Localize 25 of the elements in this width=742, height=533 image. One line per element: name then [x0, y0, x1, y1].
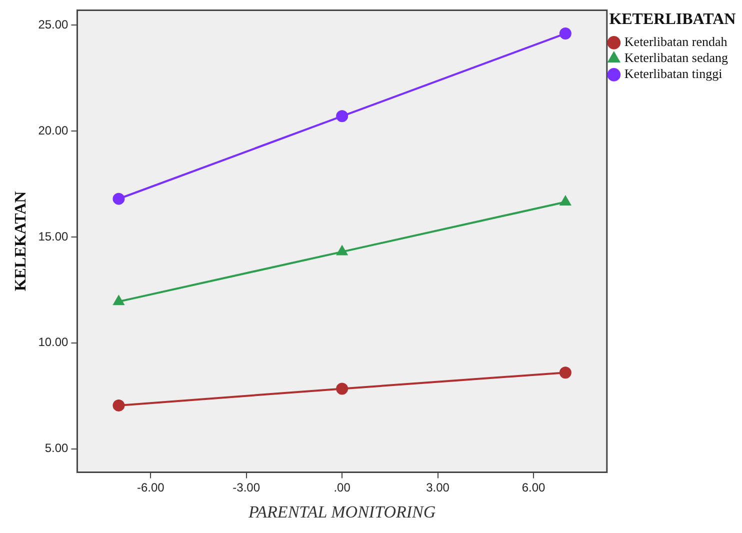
point — [560, 196, 571, 206]
x-axis-title: PARENTAL MONITORING — [247, 502, 436, 522]
point — [336, 382, 348, 395]
y-tick-label: 15.00 — [38, 229, 69, 244]
y-tick-label: 5.00 — [44, 441, 69, 456]
y-tick-label: 25.00 — [38, 17, 69, 32]
legend-label: Keterlibatan rendah — [624, 34, 728, 50]
point — [559, 366, 572, 379]
point — [112, 192, 125, 205]
point — [336, 246, 348, 256]
legend-label: Keterlibatan tinggi — [624, 66, 723, 82]
y-axis-title: KELEKATAN — [12, 190, 30, 292]
point — [559, 28, 572, 40]
x-tick-label: -6.00 — [136, 480, 165, 495]
legend-title: KETERLIBATAN — [609, 11, 736, 28]
point — [336, 110, 348, 122]
y-tick-label: 20.00 — [38, 123, 69, 138]
legend-label: Keterlibatan sedang — [624, 50, 728, 66]
point — [113, 296, 124, 306]
x-tick-label: 6.00 — [522, 480, 546, 495]
x-tick-label: .00 — [334, 480, 351, 495]
x-tick-label: -3.00 — [232, 480, 260, 495]
point — [112, 399, 125, 412]
x-tick-label: 3.00 — [426, 480, 450, 495]
y-tick-label: 10.00 — [38, 335, 69, 350]
